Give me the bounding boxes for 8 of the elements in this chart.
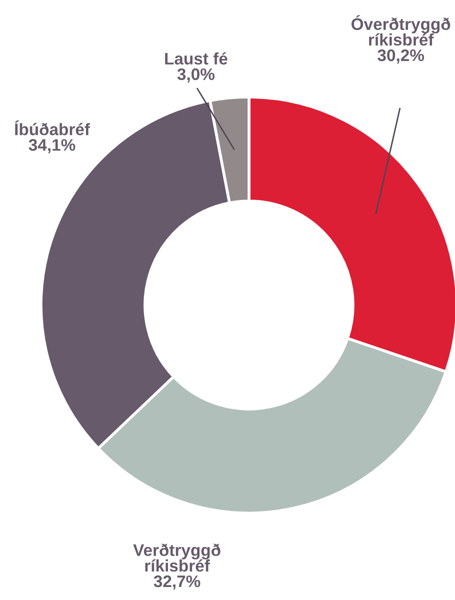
data-label: 3,0% (177, 68, 215, 83)
data-label: 34,1% (28, 139, 76, 154)
slice-label: Íbúðabréf (14, 120, 90, 136)
slice-label: Verðtryggð ríkisbréf (133, 544, 220, 572)
data-label: 32,7% (154, 575, 200, 590)
data-label: 30,2% (378, 49, 424, 64)
slice-label: Laust fé (165, 52, 228, 65)
slice-label: Óverðtryggð ríkisbréf (352, 15, 450, 46)
